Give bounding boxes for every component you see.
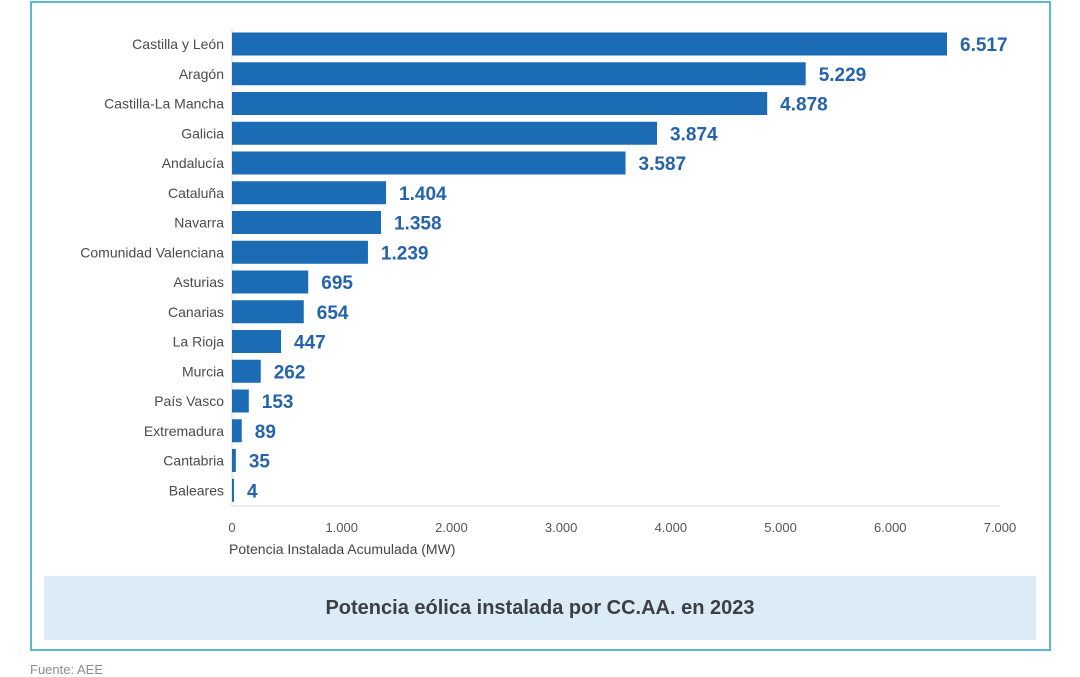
bar [232, 478, 234, 502]
bar [232, 32, 948, 56]
data-label: 4.878 [780, 95, 828, 116]
bar [232, 270, 309, 294]
data-label: 89 [255, 422, 276, 443]
data-label: 654 [317, 303, 349, 324]
data-label: 1.358 [394, 214, 442, 235]
data-label: 6.517 [960, 35, 1008, 56]
data-label: 5.229 [819, 65, 867, 86]
category-label: Cataluña [168, 185, 224, 201]
bar [232, 389, 249, 413]
data-label: 1.404 [399, 184, 447, 205]
x-tick-label: 3.000 [545, 520, 578, 535]
bar [232, 300, 304, 324]
category-label: Navarra [174, 215, 224, 231]
category-label: Extremadura [144, 423, 224, 439]
data-label: 4 [247, 481, 258, 502]
bar [232, 181, 387, 205]
x-tick-label: 1.000 [325, 520, 358, 535]
bar [232, 92, 768, 115]
data-label: 153 [262, 392, 294, 413]
x-tick-label: 0 [228, 520, 235, 535]
bar [232, 211, 381, 234]
bar [232, 121, 658, 145]
bar [232, 151, 626, 175]
data-label: 35 [249, 452, 271, 473]
category-label: Galicia [181, 125, 224, 141]
chart-frame [30, 1, 1051, 651]
bar [232, 62, 806, 86]
category-label: Asturias [173, 274, 224, 290]
category-label: Canarias [168, 304, 224, 320]
bar [232, 449, 236, 472]
data-label: 1.239 [381, 243, 429, 264]
category-label: País Vasco [154, 393, 224, 409]
category-label: Aragón [179, 66, 224, 82]
data-label: 262 [274, 362, 306, 383]
category-label: Castilla-La Mancha [104, 96, 224, 112]
category-label: Castilla y León [132, 36, 224, 52]
chart-title: Potencia eólica instalada por CC.AA. en … [44, 576, 1036, 640]
data-label: 695 [321, 273, 353, 294]
x-tick-label: 5.000 [764, 520, 797, 535]
x-tick-label: 6.000 [874, 520, 907, 535]
data-label: 3.587 [639, 154, 687, 175]
source-note: Fuente: AEE [30, 662, 103, 677]
data-label: 3.874 [670, 124, 718, 145]
category-label: Cantabria [163, 453, 224, 469]
category-label: Baleares [169, 482, 224, 498]
category-label: La Rioja [173, 334, 225, 350]
bar [232, 330, 282, 353]
x-tick-label: 2.000 [435, 520, 468, 535]
data-label: 447 [294, 333, 326, 354]
bar [232, 359, 261, 383]
category-label: Comunidad Valenciana [80, 244, 224, 260]
x-tick-label: 4.000 [655, 520, 688, 535]
category-label: Andalucía [162, 155, 224, 171]
category-label: Murcia [182, 363, 224, 379]
x-tick-label: 7.000 [984, 520, 1017, 535]
bar [232, 419, 242, 443]
x-axis-title: Potencia Instalada Acumulada (MW) [229, 541, 455, 557]
bar [232, 240, 368, 264]
